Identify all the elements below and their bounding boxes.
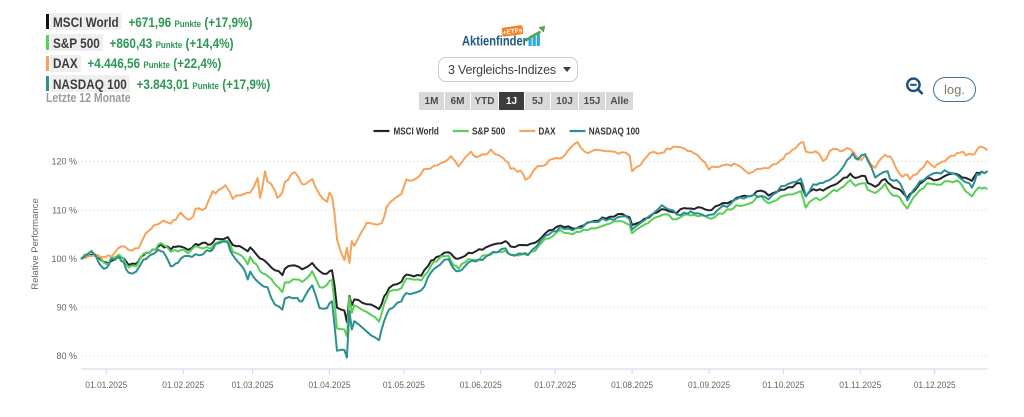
svg-text:110 %: 110 % — [52, 205, 77, 215]
svg-text:DAX: DAX — [539, 127, 556, 138]
svg-text:01.11.2025: 01.11.2025 — [839, 380, 881, 390]
svg-text:100 %: 100 % — [51, 254, 77, 264]
svg-text:01.07.2025: 01.07.2025 — [534, 380, 576, 390]
svg-text:01.05.2025: 01.05.2025 — [383, 380, 425, 390]
svg-text:120 %: 120 % — [51, 157, 77, 167]
svg-text:01.09.2025: 01.09.2025 — [688, 380, 730, 390]
svg-text:+ETFs: +ETFs — [502, 27, 523, 37]
svg-text:01.03.2025: 01.03.2025 — [232, 380, 274, 390]
svg-text:80 %: 80 % — [56, 351, 77, 361]
svg-text:S&P 500: S&P 500 — [472, 127, 506, 138]
svg-text:01.01.2025: 01.01.2025 — [85, 380, 127, 390]
svg-text:01.06.2025: 01.06.2025 — [460, 380, 502, 390]
svg-text:01.04.2025: 01.04.2025 — [309, 380, 351, 390]
svg-text:01.02.2025: 01.02.2025 — [162, 380, 204, 390]
svg-text:90 %: 90 % — [56, 302, 77, 312]
svg-text:NASDAQ 100: NASDAQ 100 — [589, 127, 640, 138]
svg-text:Aktienfinder: Aktienfinder — [462, 34, 528, 49]
svg-text:01.12.2025: 01.12.2025 — [914, 380, 956, 390]
svg-text:MSCI World: MSCI World — [394, 127, 439, 138]
svg-text:01.08.2025: 01.08.2025 — [611, 380, 653, 390]
svg-text:Relative Performance: Relative Performance — [30, 198, 41, 290]
svg-text:01.10.2025: 01.10.2025 — [762, 380, 804, 390]
